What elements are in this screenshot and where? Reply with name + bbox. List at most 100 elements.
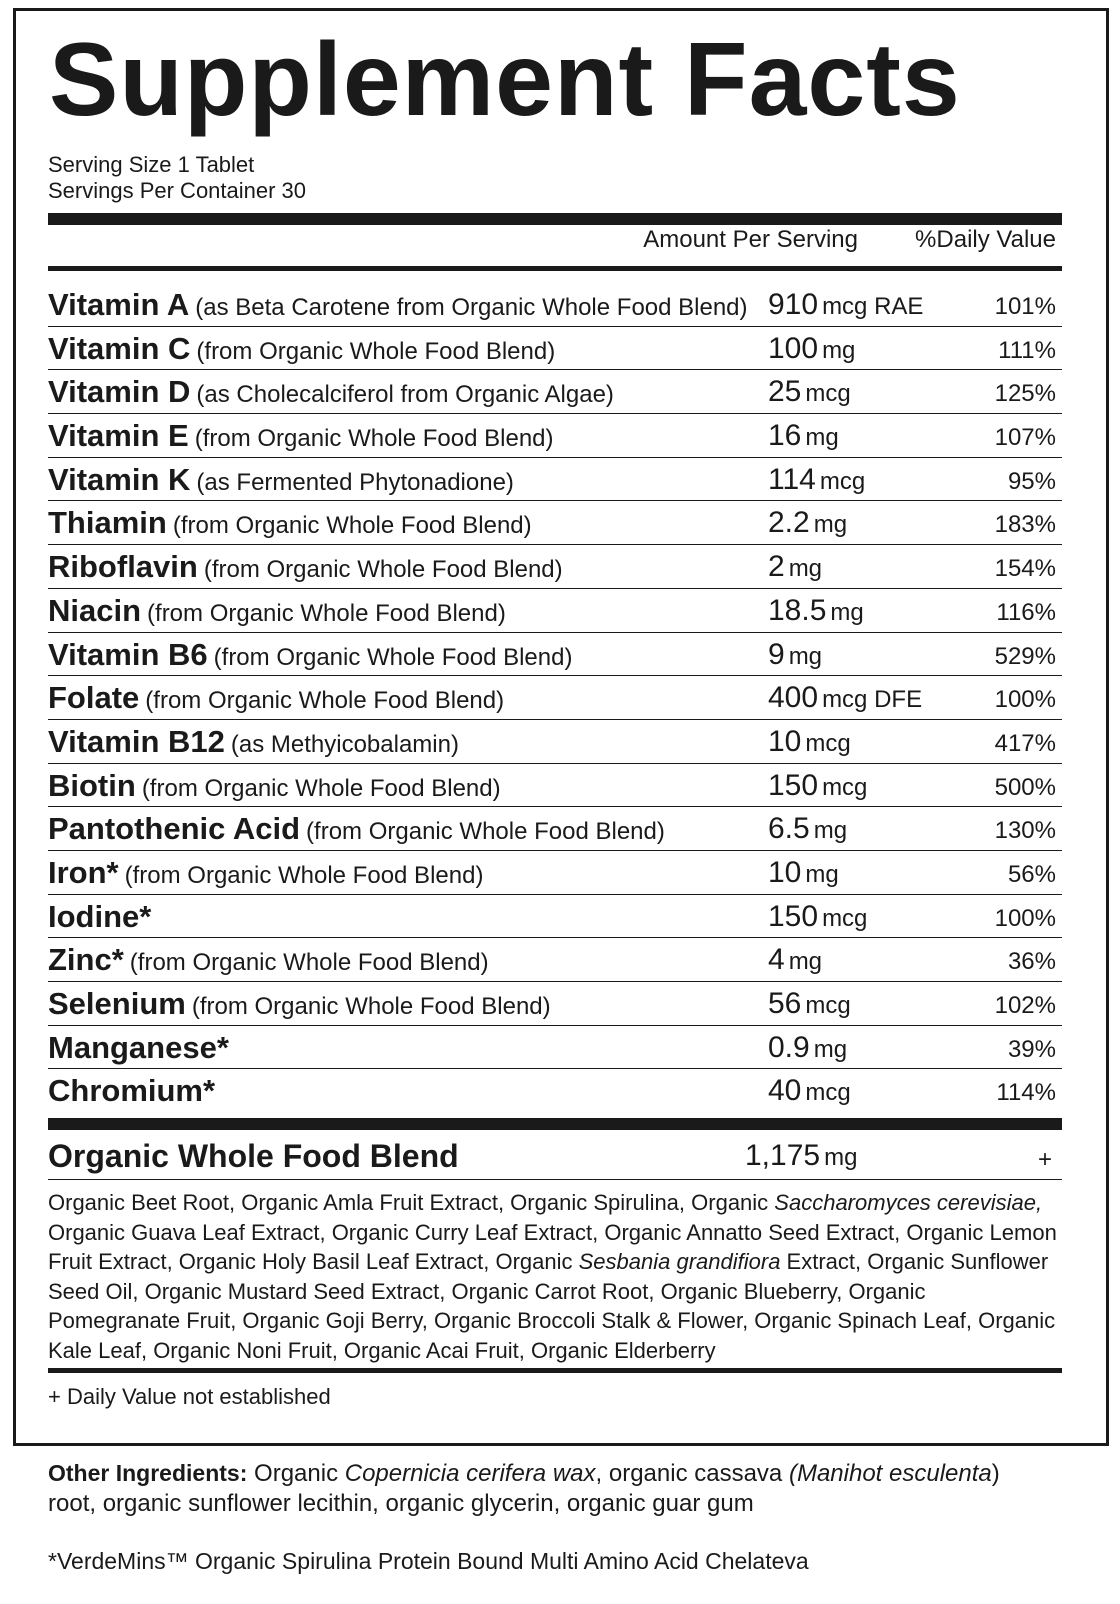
serving-size: Serving Size 1 Tablet (48, 152, 255, 177)
nutrient-source: (from Organic Whole Food Blend) (124, 861, 484, 889)
nutrient-amount-unit: mg (813, 817, 848, 845)
nutrient-name: Vitamin C (48, 330, 191, 366)
nutrient-amount: 2.2 mg (768, 506, 847, 540)
nutrient-label: Manganese* (48, 1030, 235, 1066)
other-ingredients-italic-1: Copernicia cerifera wax (344, 1460, 596, 1487)
nutrient-daily-value: 111% (998, 336, 1056, 364)
nutrient-amount-unit: mg (813, 511, 848, 539)
nutrient-daily-value: 130% (994, 817, 1056, 845)
nutrient-amount-value: 100 (768, 331, 819, 365)
nutrient-amount-unit: mg (805, 860, 839, 888)
blend-ingredients-text-1: Organic Beet Root, Organic Amla Fruit Ex… (48, 1190, 775, 1215)
table-row: Vitamin K (as Fermented Phytonadione) 114 m… (48, 458, 1062, 502)
nutrient-label: Folate (from Organic Whole Food Blend) (48, 680, 504, 716)
nutrient-amount-value: 400 (768, 681, 819, 715)
nutrient-amount-value: 10 (768, 724, 802, 758)
nutrient-daily-value: 36% (1007, 948, 1056, 976)
nutrient-label: Biotin (from Organic Whole Food Blend) (48, 768, 501, 804)
medium-divider (48, 1368, 1062, 1373)
nutrient-label: Vitamin C (from Organic Whole Food Blend) (48, 331, 555, 367)
nutrient-amount: 4 mg (768, 943, 822, 977)
nutrient-amount-unit: mcg RAE (822, 293, 924, 320)
table-row: Vitamin C (from Organic Whole Food Blend)… (48, 327, 1062, 371)
nutrient-amount: 0.9 mg (768, 1031, 847, 1065)
nutrient-label: Vitamin B6 (from Organic Whole Food Blend… (48, 637, 572, 673)
nutrient-daily-value: 154% (994, 555, 1056, 583)
nutrient-source: (from Organic Whole Food Blend) (172, 512, 532, 540)
table-row: Vitamin B12 (as Methyicobalamin) 10 mcg 417% (48, 720, 1062, 764)
table-row: Vitamin E (from Organic Whole Food Blend)… (48, 414, 1062, 458)
supplement-facts-panel (13, 8, 1109, 1446)
table-header: Amount Per Serving %Daily Value (48, 226, 1056, 256)
nutrient-name: Zinc* (48, 942, 124, 978)
nutrient-table: Vitamin A (as Beta Carotene from Organic … (48, 283, 1062, 1113)
nutrient-daily-value: 95% (1007, 467, 1056, 495)
nutrient-daily-value: 125% (994, 380, 1056, 408)
nutrient-source: (from Organic Whole Food Blend) (141, 774, 501, 802)
nutrient-amount-value: 0.9 (768, 1030, 810, 1064)
nutrient-daily-value: 101% (994, 293, 1056, 320)
blend-ingredients-text-3: Extract, Organic Sunflower Seed Oil, Org… (48, 1249, 1056, 1363)
nutrient-label: Zinc* (from Organic Whole Food Blend) (48, 942, 489, 978)
nutrient-amount-unit: mg (805, 424, 839, 452)
nutrient-name: Iron* (48, 854, 119, 890)
nutrient-amount: 10 mg (768, 856, 839, 890)
table-row: Niacin (from Organic Whole Food Blend) 18.… (48, 589, 1062, 633)
nutrient-amount: 150 mcg (768, 769, 867, 803)
nutrient-amount: 9 mg (768, 638, 822, 672)
table-row: Riboflavin (from Organic Whole Food Blend… (48, 545, 1062, 589)
nutrient-daily-value: 100% (994, 904, 1056, 932)
table-row: Pantothenic Acid (from Organic Whole Food… (48, 807, 1062, 851)
nutrient-amount-value: 2.2 (768, 506, 810, 540)
table-row: Manganese* 0.9 mg 39% (48, 1026, 1062, 1070)
nutrient-source: (from Organic Whole Food Blend) (145, 687, 505, 715)
nutrient-amount-value: 56 (768, 987, 802, 1020)
nutrient-source: (as Methyicobalamin) (230, 730, 459, 758)
nutrient-amount-unit: mcg (805, 992, 851, 1019)
nutrient-amount-value: 16 (768, 419, 802, 453)
nutrient-amount-unit: mcg (822, 773, 868, 801)
page-title: Supplement Facts (49, 22, 961, 138)
table-row: Thiamin (from Organic Whole Food Blend) 2.… (48, 501, 1062, 546)
nutrient-amount-value: 25 (768, 375, 802, 409)
nutrient-label: Vitamin A (as Beta Carotene from Organic … (48, 287, 748, 323)
nutrient-name: Selenium (48, 986, 186, 1021)
nutrient-amount-value: 4 (768, 943, 785, 977)
nutrient-amount-unit: mcg (805, 729, 851, 757)
nutrient-name: Biotin (48, 767, 136, 803)
verdemins-note: *VerdeMins™ Organic Spirulina Protein Bo… (48, 1548, 809, 1574)
table-row: Vitamin B6 (from Organic Whole Food Blend… (48, 633, 1062, 677)
nutrient-name: Vitamin K (48, 461, 191, 497)
nutrient-source: (from Organic Whole Food Blend) (194, 425, 554, 453)
nutrient-amount: 10 mcg (768, 725, 851, 759)
blend-ingredients-text-2: Organic Guava Leaf Extract, Organic Curr… (48, 1219, 1057, 1275)
nutrient-label: Selenium (from Organic Whole Food Blend) (48, 986, 551, 1022)
other-ingredients-text-3: ) root, organic sunflower lecithin, orga… (48, 1460, 1000, 1517)
nutrient-label: Chromium* (48, 1073, 221, 1109)
table-row: Folate (from Organic Whole Food Blend) 400… (48, 676, 1062, 720)
daily-value-header: %Daily Value (915, 226, 1056, 253)
nutrient-amount: 40 mcg (768, 1074, 851, 1108)
nutrient-amount: 150 mcg (768, 900, 867, 934)
nutrient-amount-value: 6.5 (768, 812, 810, 846)
nutrient-daily-value: 100% (994, 686, 1056, 714)
nutrient-source: (from Organic Whole Food Blend) (213, 643, 573, 671)
nutrient-amount: 16 mg (768, 419, 839, 453)
nutrient-amount: 910 mcg RAE (768, 288, 923, 322)
blend-ingredients: Organic Beet Root, Organic Amla Fruit Ex… (48, 1188, 1058, 1366)
nutrient-label: Vitamin E (from Organic Whole Food Blend) (48, 418, 554, 454)
nutrient-daily-value: 529% (994, 642, 1056, 670)
nutrient-amount-unit: mg (788, 642, 823, 670)
nutrient-name: Thiamin (48, 505, 167, 541)
nutrient-name: Iodine* (48, 898, 152, 934)
servings-per-container: Servings Per Container 30 (48, 178, 307, 203)
nutrient-amount-value: 9 (768, 637, 785, 671)
nutrient-amount: 2 mg (768, 550, 822, 584)
nutrient-name: Vitamin B12 (48, 723, 225, 759)
nutrient-amount: 114 mcg (768, 463, 865, 497)
nutrient-amount: 56 mcg (768, 987, 851, 1021)
nutrient-amount-unit: mg (822, 336, 856, 364)
nutrient-amount: 100 mg (768, 332, 855, 366)
nutrient-source: (from Organic Whole Food Blend) (191, 993, 551, 1020)
blend-row: Organic Whole Food Blend 1,175 mg + (48, 1134, 1062, 1180)
